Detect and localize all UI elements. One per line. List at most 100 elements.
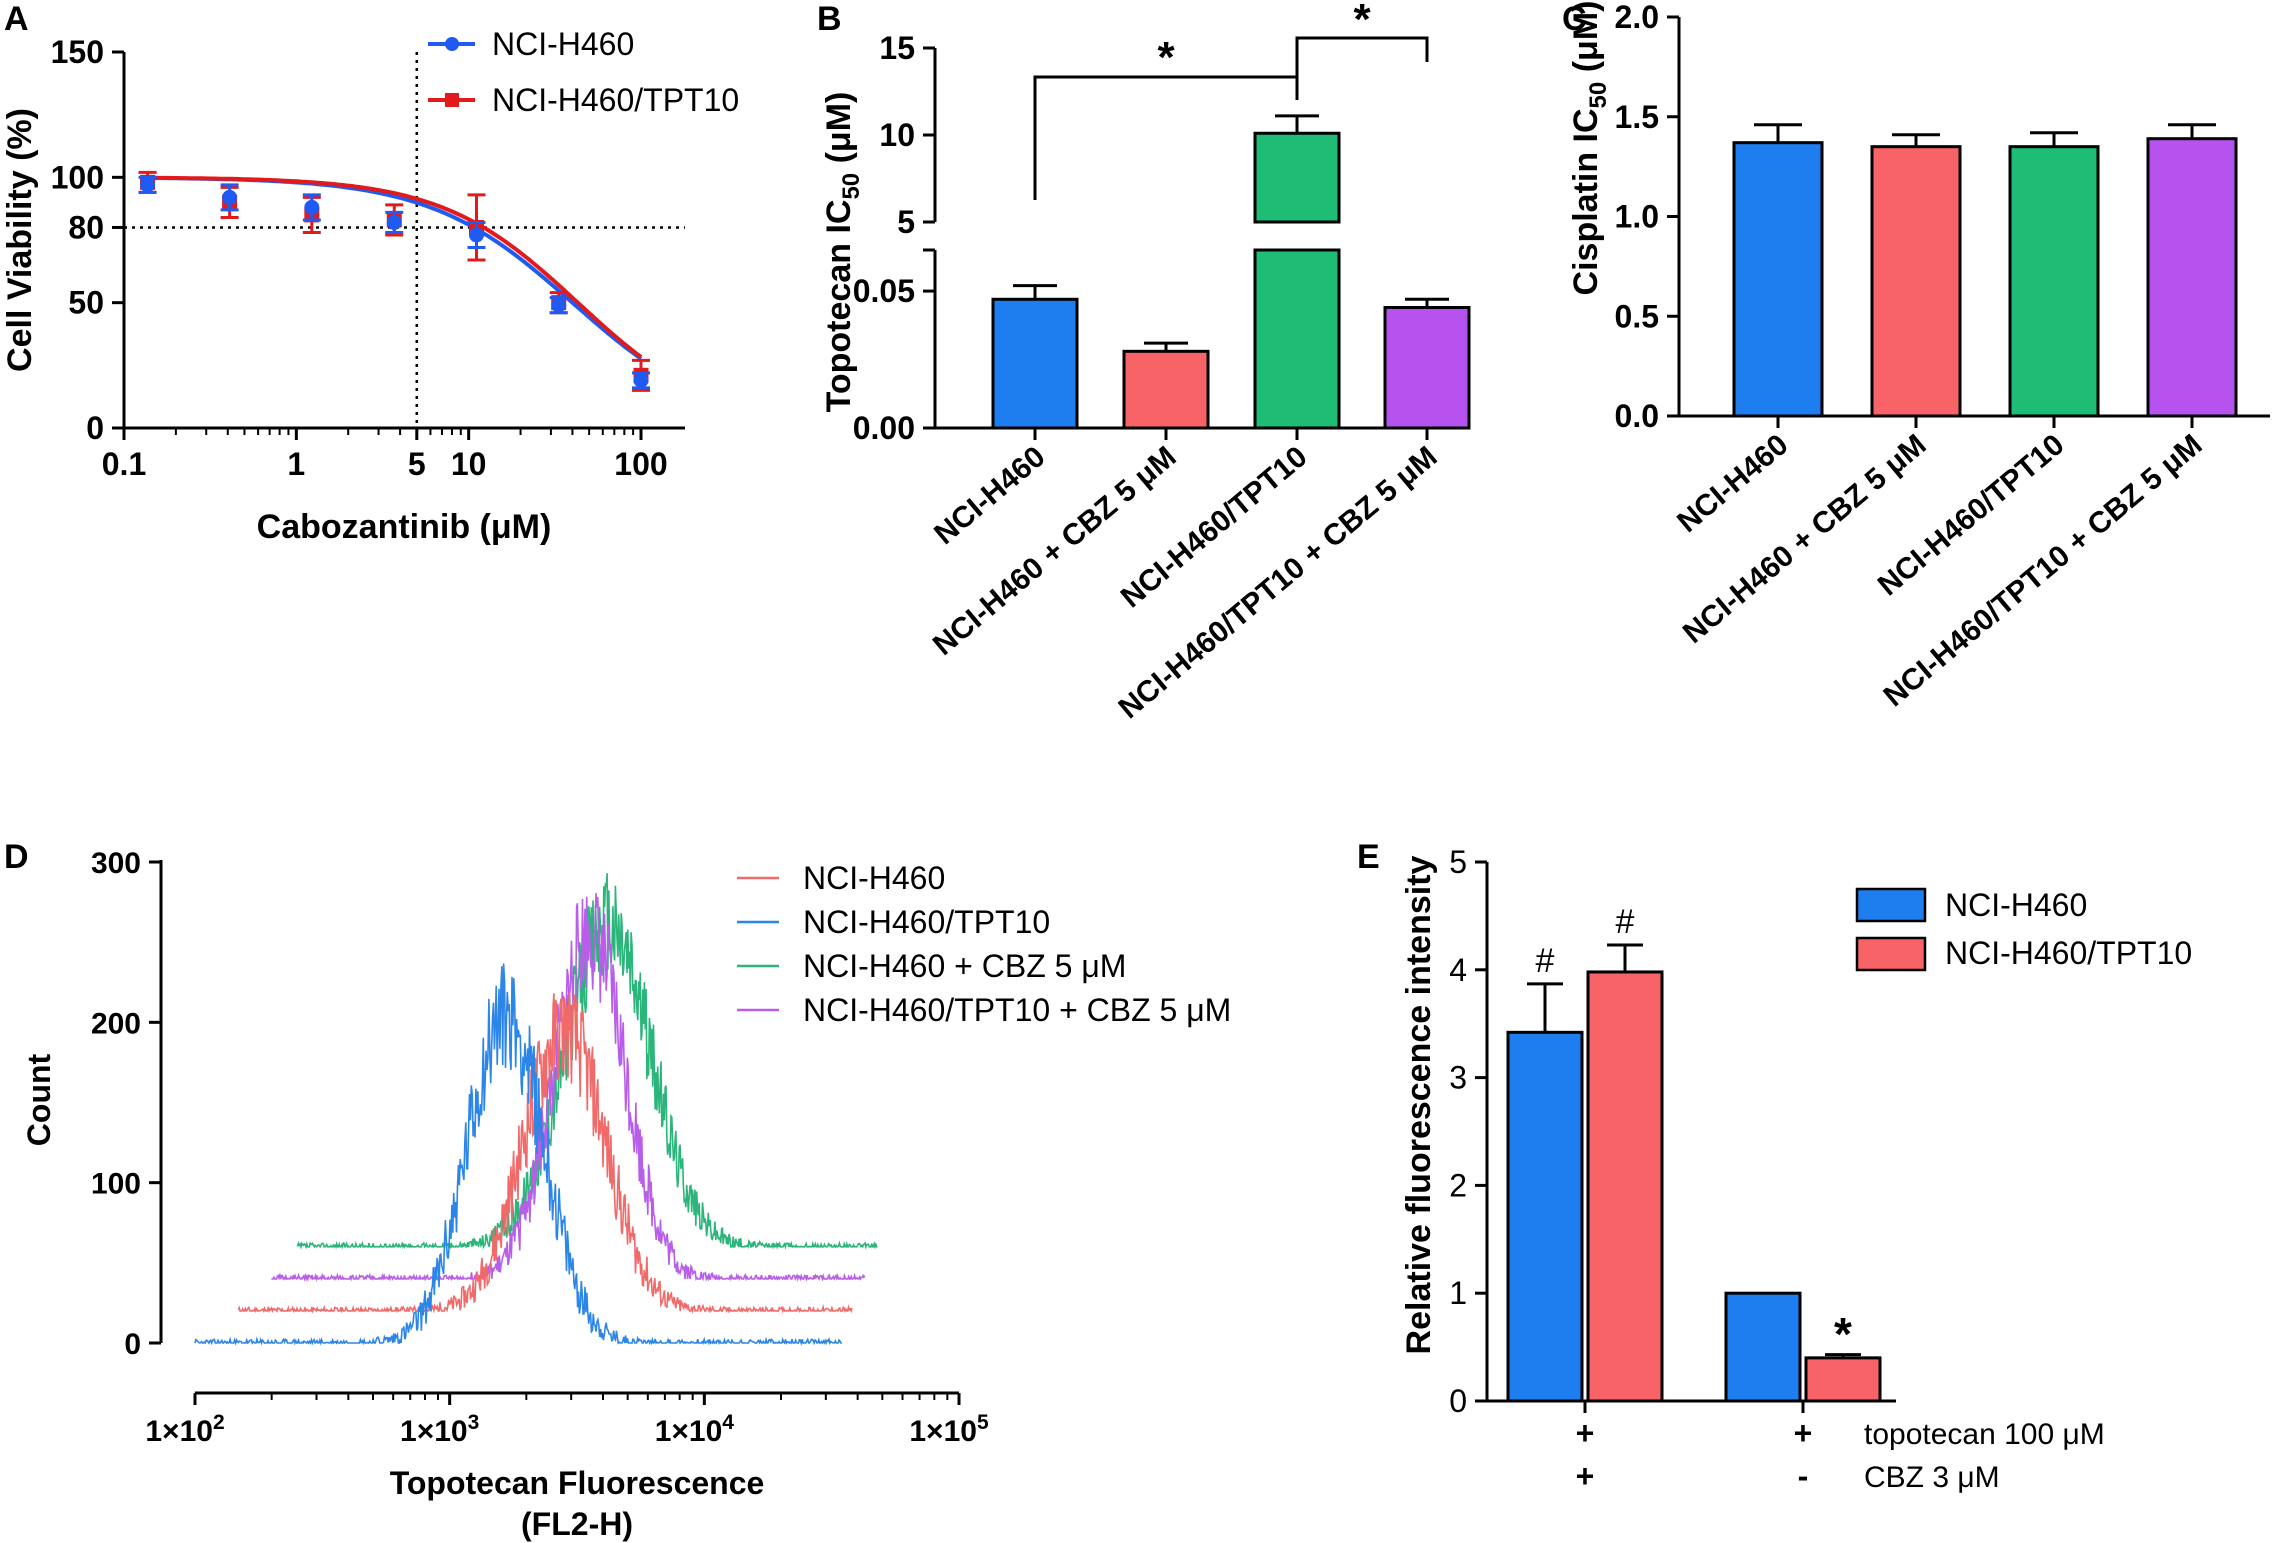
y-tick-label: 2 <box>1449 1167 1467 1203</box>
panel-d-letter: D <box>4 838 29 876</box>
panel-b-significance: ** <box>1033 0 1429 200</box>
panel-a-y-label: Cell Viability (%) <box>1 108 39 372</box>
bar <box>1586 970 1664 1403</box>
y-tick-label: 0.00 <box>853 410 915 446</box>
bar <box>1383 306 1471 430</box>
y-tick-label: 5 <box>897 204 915 240</box>
panel-b-y-label: Topotecan IC50 (μM) <box>820 92 865 413</box>
legend-label-nci-h460-tpt10: NCI-H460/TPT10 <box>492 82 739 118</box>
panel-a-points <box>138 170 651 392</box>
histogram-trace <box>271 893 866 1283</box>
significance-mark: # <box>1616 903 1635 941</box>
panel-d: D 0 100 200 300 1×102 1×103 1×104 1×105 Topote… <box>4 838 1231 1542</box>
panel-a-x-ticks: 0.1 1 5 10 100 <box>102 428 668 482</box>
panel-e-y-label: Relative fluorescence intensity <box>1400 855 1438 1354</box>
significance-mark: * <box>1834 1308 1852 1360</box>
data-point <box>304 199 320 215</box>
y-tick-label: 1.0 <box>1615 199 1659 235</box>
panel-e-letter: E <box>1357 838 1380 876</box>
legend-label: NCI-H460 + CBZ 5 μM <box>803 948 1126 984</box>
data-point <box>222 189 238 205</box>
bar <box>1506 1030 1584 1403</box>
panel-b-bars <box>991 114 1471 440</box>
panel-e: E 0 1 2 3 4 5 # # * + + + - topotecan 100 μM CBZ 3 μ… <box>1357 838 2192 1494</box>
fit-curve-nci-h460-tpt10 <box>143 175 643 359</box>
bar <box>991 297 1079 430</box>
data-point <box>468 227 484 243</box>
legend-swatch-blue <box>1855 887 1927 923</box>
category-label: NCI-H460 + CBZ 5 μM <box>927 440 1183 662</box>
x-tick-label: 1×104 <box>655 1411 735 1448</box>
y-tick-label: 0 <box>86 410 104 446</box>
panel-e-bars: # # * <box>1506 903 1882 1413</box>
x-tick-label: 1×105 <box>909 1411 989 1448</box>
panel-a-curves <box>143 175 643 361</box>
panel-d-y-label: Count <box>21 1053 57 1146</box>
data-point <box>551 297 567 313</box>
y-tick-label: 0 <box>1449 1383 1467 1419</box>
data-point <box>633 372 649 388</box>
significance-bracket <box>1033 75 1299 200</box>
bar <box>2008 145 2100 418</box>
y-tick-label: 200 <box>91 1007 141 1040</box>
y-tick-label: 80 <box>68 209 104 245</box>
histogram-trace <box>194 963 842 1346</box>
panel-d-x-ticks: 1×102 1×103 1×104 1×105 <box>145 1393 989 1448</box>
panel-d-x-label-line2: (FL2-H) <box>521 1506 633 1542</box>
row-label-topotecan: topotecan 100 μM <box>1864 1418 2105 1451</box>
panel-e-legend: NCI-H460 NCI-H460/TPT10 <box>1855 887 2192 972</box>
x-tick-label: 5 <box>408 446 426 482</box>
legend-label: NCI-H460 <box>803 860 945 896</box>
x-tick-label: 1 <box>287 446 305 482</box>
panel-c-letter: C <box>1562 0 1587 38</box>
data-point <box>140 177 156 193</box>
panel-d-legend: NCI-H460 NCI-H460/TPT10 NCI-H460 + CBZ 5 μ… <box>737 860 1231 1028</box>
panel-d-x-label-line1: Topotecan Fluorescence <box>390 1465 765 1501</box>
panel-e-treatment-rows: + + + - topotecan 100 μM CBZ 3 μM <box>1576 1415 2105 1494</box>
y-tick-label: 1 <box>1449 1275 1467 1311</box>
y-tick-label: 10 <box>879 117 915 153</box>
panel-c-bars <box>1732 123 2238 428</box>
x-tick-label: 10 <box>451 446 487 482</box>
bar <box>2146 137 2238 418</box>
legend-marker-square <box>445 93 459 107</box>
significance-bracket <box>1295 36 1429 77</box>
category-label: NCI-H460 <box>1671 428 1794 539</box>
y-tick-label: 4 <box>1449 952 1467 988</box>
category-label: NCI-H460 + CBZ 5 μM <box>1677 428 1933 650</box>
y-tick-label: 1.5 <box>1615 99 1659 135</box>
cbz-sign: - <box>1798 1458 1809 1494</box>
bar-upper-segment <box>1253 131 1341 224</box>
y-tick-label: 0.05 <box>853 273 915 309</box>
significance-mark: # <box>1536 942 1555 980</box>
panel-c-y-label: Cisplatin IC50 (μM) <box>1567 1 1612 296</box>
bar <box>1724 1291 1802 1403</box>
legend-label: NCI-H460/TPT10 <box>803 904 1050 940</box>
panel-a: A 0 50 80 100 150 0.1 1 5 10 100 Cabozantinib (μ… <box>1 0 739 546</box>
x-tick-label: 1×102 <box>145 1411 224 1448</box>
y-tick-label: 150 <box>51 34 104 70</box>
y-tick-label: 0.5 <box>1615 298 1659 334</box>
panel-b-letter: B <box>817 0 842 38</box>
y-tick-label: 0 <box>124 1328 141 1361</box>
bar <box>1732 141 1824 418</box>
bar <box>1122 349 1210 430</box>
panel-a-x-label: Cabozantinib (μM) <box>257 508 552 546</box>
legend-label-nci-h460-tpt10: NCI-H460/TPT10 <box>1945 935 2192 971</box>
x-tick-label: 100 <box>614 446 667 482</box>
panel-d-histograms <box>194 873 878 1346</box>
legend-label-nci-h460: NCI-H460 <box>1945 887 2087 923</box>
panel-d-y-ticks: 0 100 200 300 <box>91 847 161 1361</box>
x-tick-label: 1×103 <box>400 1411 479 1448</box>
topotecan-sign: + <box>1576 1415 1595 1451</box>
bar <box>1804 1356 1882 1403</box>
y-tick-label: 100 <box>91 1168 141 1201</box>
y-tick-label: 100 <box>51 159 104 195</box>
row-label-cbz: CBZ 3 μM <box>1864 1461 2000 1494</box>
significance-star: * <box>1157 33 1175 82</box>
y-tick-label: 50 <box>68 285 104 321</box>
cbz-sign: + <box>1576 1458 1595 1494</box>
